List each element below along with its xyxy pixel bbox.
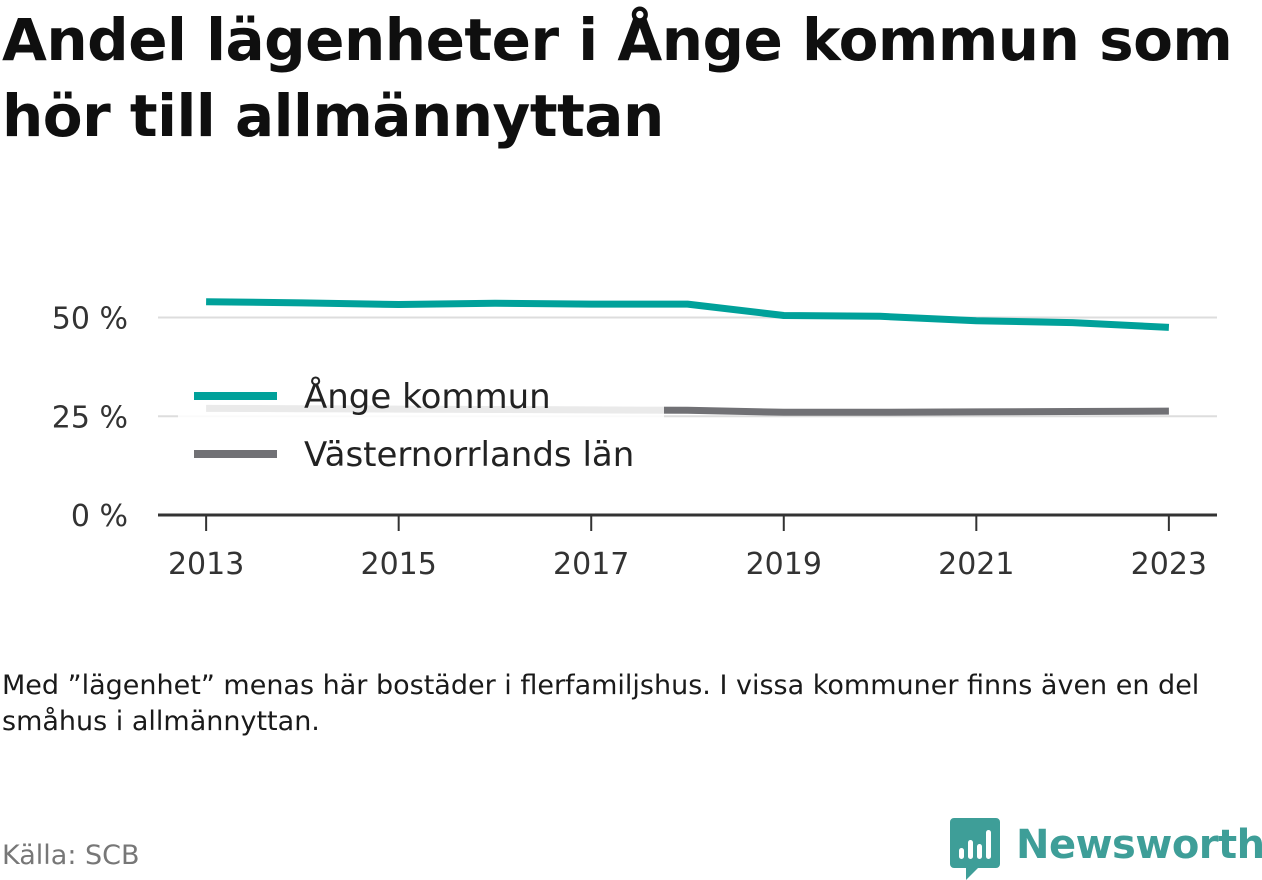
brand-name: Newsworthy (1016, 822, 1262, 868)
newsworthy-logo-icon (950, 818, 1000, 880)
x-tick-label: 2013 (168, 547, 244, 582)
y-tick-label: 50 % (52, 302, 128, 337)
source-label: Källa: SCB (2, 840, 140, 871)
legend-label-0: Ånge kommun (304, 376, 551, 417)
chart-note: Med ”lägenhet” menas här bostäder i fler… (2, 670, 1200, 737)
line-chart: 0 % 25 % 50 % 2013 2015 2017 2019 2021 2023 Ång… (52, 298, 1217, 582)
chart-title: Andel lägenheter i Ånge kommun som hör t… (2, 6, 1233, 150)
x-tick-label: 2023 (1131, 547, 1207, 582)
x-tick-label: 2015 (361, 547, 437, 582)
series-line-0 (206, 298, 1170, 331)
brand-logo: Newsworthy (950, 818, 1262, 880)
y-axis-ticks: 0 % 25 % 50 % (52, 302, 128, 535)
y-tick-label: 0 % (71, 499, 128, 534)
x-tick-label: 2019 (746, 547, 822, 582)
x-tick-label: 2021 (938, 547, 1014, 582)
x-tick-label: 2017 (553, 547, 629, 582)
legend-background (178, 372, 664, 478)
legend-label-1: Västernorrlands län (304, 435, 634, 475)
x-axis: 2013 2015 2017 2019 2021 2023 (158, 513, 1217, 582)
y-tick-label: 25 % (52, 400, 128, 435)
legend: Ånge kommun Västernorrlands län (178, 372, 664, 478)
